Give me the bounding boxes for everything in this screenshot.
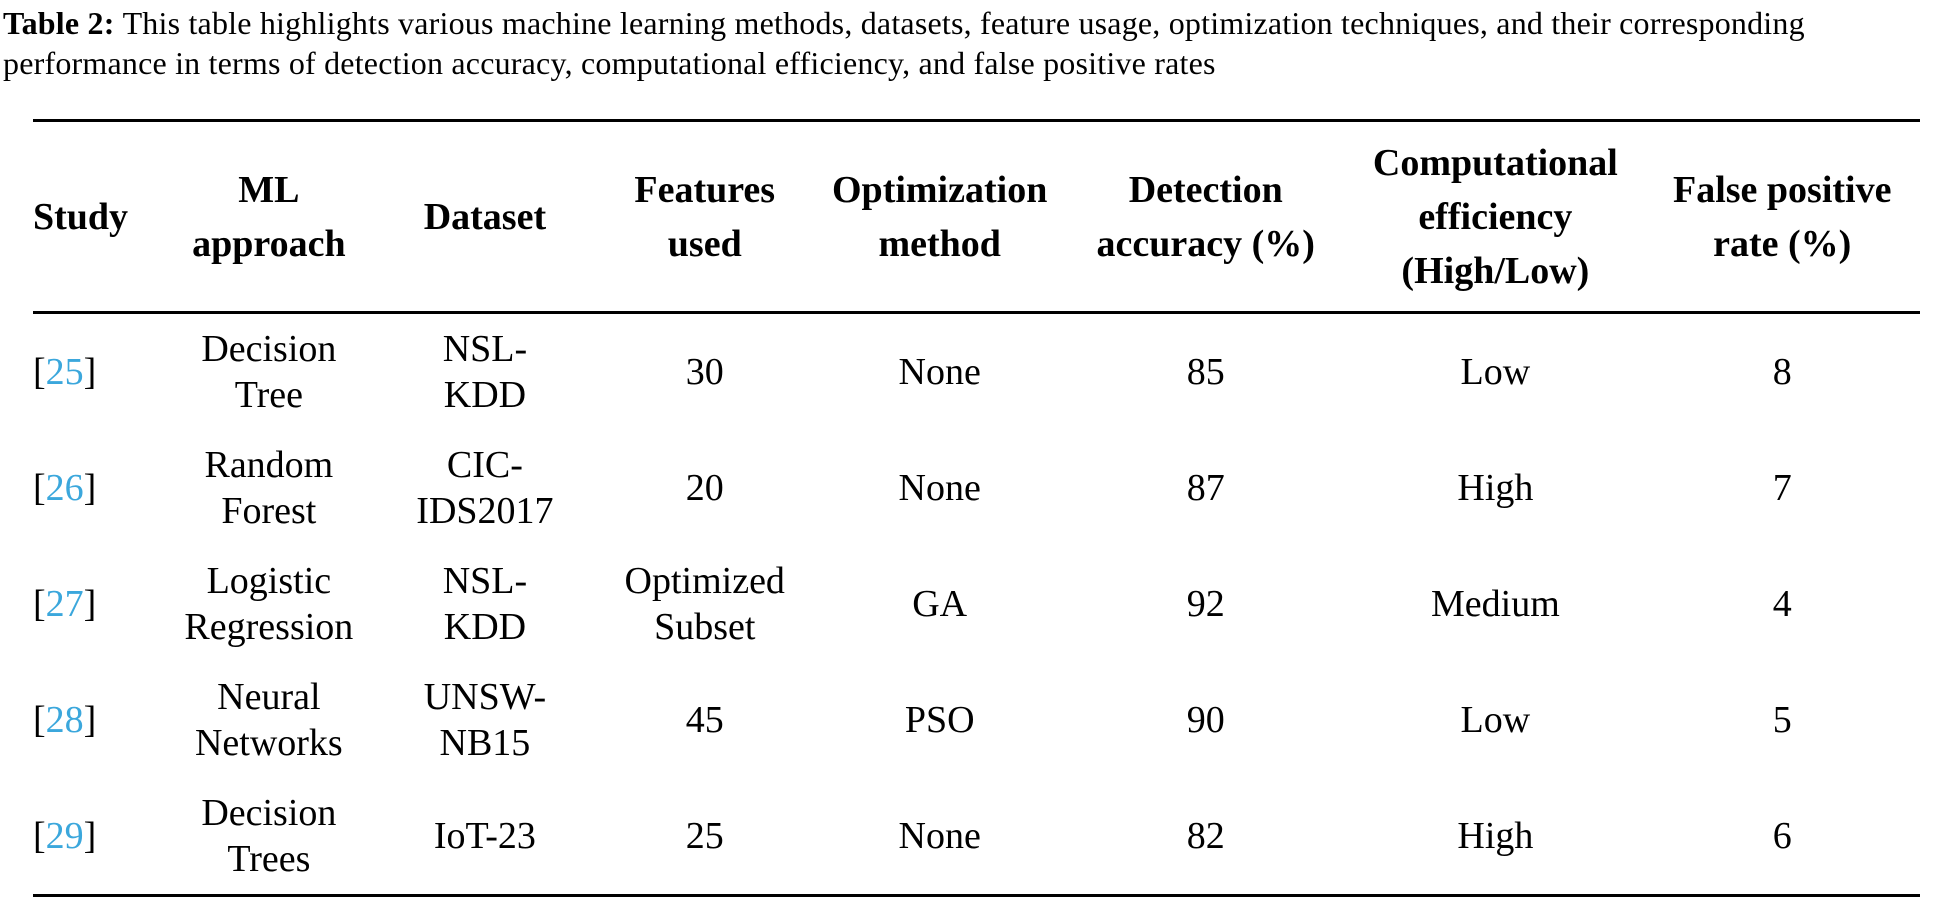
cell-features-used: 25 <box>685 815 724 857</box>
cell-dataset: CIC- IDS2017 <box>416 444 554 532</box>
cell-detection-accuracy: 90 <box>1186 699 1225 741</box>
cell-dataset: NSL- KDD <box>442 328 528 416</box>
cell-false-positive-rate: 8 <box>1772 351 1792 393</box>
cell-ml-approach: Random Forest <box>204 444 334 532</box>
caption-label: Table 2: <box>3 5 115 41</box>
citation-bracket-close: ] <box>83 583 97 625</box>
citation-bracket-open: [ <box>33 583 46 625</box>
ml-methods-table: Study ML approach Dataset Features used … <box>33 119 1920 897</box>
cell-dataset: UNSW- NB15 <box>423 676 547 764</box>
header-row: Study ML approach Dataset Features used … <box>33 121 1920 313</box>
col-header-false-positive-rate: False positive rate (%) <box>1672 168 1892 265</box>
cell-features-used: 45 <box>685 699 724 741</box>
table-row: [28] Neural Networks UNSW- NB15 45 PSO 9… <box>33 662 1920 778</box>
table-row: [29] Decision Trees IoT-23 25 None 82 Hi… <box>33 778 1920 896</box>
table-row: [26] Random Forest CIC- IDS2017 20 None … <box>33 430 1920 546</box>
cell-features-used: 20 <box>685 467 724 509</box>
table-row: [25] Decision Tree NSL- KDD 30 None 85 L… <box>33 313 1920 431</box>
cell-optimization-method: PSO <box>904 699 975 741</box>
cell-false-positive-rate: 6 <box>1772 815 1792 857</box>
cell-study: [27] <box>33 546 163 662</box>
cell-computational-efficiency: Low <box>1460 699 1531 741</box>
citation-bracket-close: ] <box>83 815 97 857</box>
cell-false-positive-rate: 7 <box>1772 467 1792 509</box>
cell-optimization-method: None <box>898 351 981 393</box>
citation-bracket-close: ] <box>83 351 97 393</box>
cell-features-used: 30 <box>685 351 724 393</box>
citation-bracket-close: ] <box>83 467 97 509</box>
col-header-optimization-method: Optimization method <box>832 168 1048 265</box>
cell-dataset: NSL- KDD <box>442 560 528 648</box>
cell-dataset: IoT-23 <box>433 815 536 857</box>
cell-ml-approach: Decision Trees <box>201 792 337 880</box>
cell-study: [29] <box>33 778 163 896</box>
cell-features-used: Optimized Subset <box>624 560 785 648</box>
cell-detection-accuracy: 82 <box>1186 815 1225 857</box>
cell-ml-approach: Decision Tree <box>201 328 337 416</box>
cell-optimization-method: None <box>898 815 981 857</box>
cell-optimization-method: GA <box>912 583 968 625</box>
citation-bracket-open: [ <box>33 699 46 741</box>
cell-false-positive-rate: 4 <box>1772 583 1792 625</box>
citation-bracket-open: [ <box>33 815 46 857</box>
cell-study: [28] <box>33 662 163 778</box>
cell-study: [26] <box>33 430 163 546</box>
citation-bracket-open: [ <box>33 467 46 509</box>
cell-detection-accuracy: 92 <box>1186 583 1225 625</box>
citation-link-27[interactable]: 27 <box>45 583 84 625</box>
col-header-computational-efficiency: Computational efficiency (High/Low) <box>1372 141 1618 292</box>
caption-text: This table highlights various machine le… <box>3 5 1805 81</box>
cell-computational-efficiency: Low <box>1460 351 1531 393</box>
cell-detection-accuracy: 85 <box>1186 351 1225 393</box>
col-header-features-used: Features used <box>634 168 776 265</box>
citation-link-29[interactable]: 29 <box>45 815 84 857</box>
citation-bracket-open: [ <box>33 351 46 393</box>
citation-link-25[interactable]: 25 <box>45 351 84 393</box>
col-header-detection-accuracy: Detection accuracy (%) <box>1096 168 1315 265</box>
cell-study: [25] <box>33 313 163 431</box>
cell-detection-accuracy: 87 <box>1186 467 1225 509</box>
cell-false-positive-rate: 5 <box>1772 699 1792 741</box>
cell-computational-efficiency: High <box>1457 467 1534 509</box>
col-header-study: Study <box>33 195 129 238</box>
cell-ml-approach: Logistic Regression <box>184 560 354 648</box>
citation-link-26[interactable]: 26 <box>45 467 84 509</box>
table-row: [27] Logistic Regression NSL- KDD Optimi… <box>33 546 1920 662</box>
cell-computational-efficiency: High <box>1457 815 1534 857</box>
cell-optimization-method: None <box>898 467 981 509</box>
col-header-ml-approach: ML approach <box>192 168 346 265</box>
cell-ml-approach: Neural Networks <box>194 676 343 764</box>
cell-computational-efficiency: Medium <box>1430 583 1560 625</box>
table-caption: Table 2: This table highlights various ma… <box>0 0 1953 83</box>
citation-bracket-close: ] <box>83 699 97 741</box>
citation-link-28[interactable]: 28 <box>45 699 84 741</box>
col-header-dataset: Dataset <box>423 195 547 238</box>
